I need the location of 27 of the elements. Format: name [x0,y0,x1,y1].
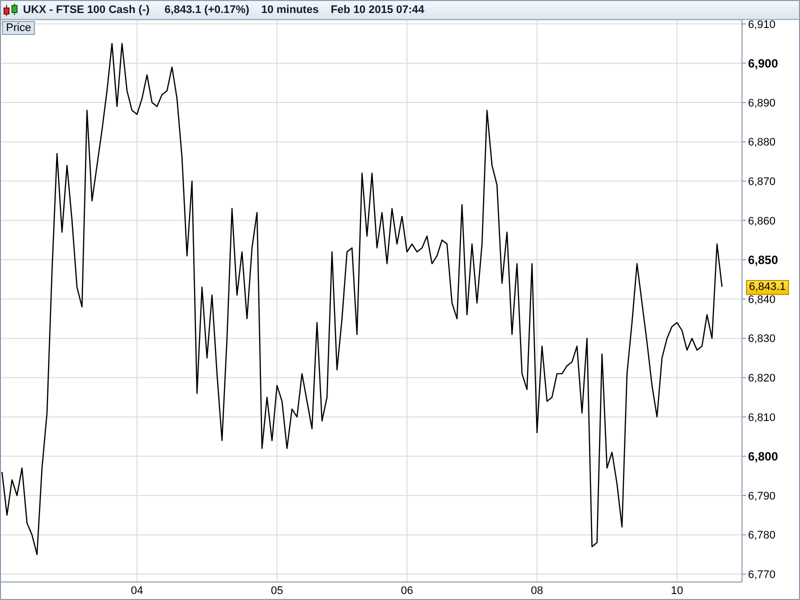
chart-subtitle: 6,843.1 (+0.17%) [164,4,250,16]
text: 6,843.1 [746,280,789,295]
y-tick-label: 6,790 [748,490,776,502]
x-tick-label: 10 [670,584,684,597]
y-tick-label: 6,880 [748,136,776,149]
y-tick-label: 6,910 [748,18,776,31]
x-tick-label: 05 [270,584,284,597]
chart-title: UKX - FTSE 100 Cash (-) [23,4,150,16]
y-tick-label: 6,820 [748,372,776,384]
y-tick-label: 6,830 [748,333,776,346]
y-tick-label: 6,780 [748,530,776,542]
line-series [1,42,723,556]
y-tick-label: 6,860 [748,215,776,228]
y-tick-label: 6,890 [748,97,776,110]
y-tick-label: 6,850 [748,252,778,267]
text: Price [2,21,36,35]
y-tick-label: 6,800 [748,449,778,464]
text: 10 minutes [261,4,319,16]
y-tick-label: 6,810 [748,412,776,424]
x-tick-label: 06 [400,584,414,597]
y-tick-label: 6,900 [748,56,778,70]
y-tick-label: 6,840 [748,294,776,306]
text: Feb 10 2015 07:44 [330,4,424,16]
y-tick-label: 6,770 [748,568,776,581]
x-tick-label: 08 [530,584,544,597]
y-tick-label: 6,870 [748,176,776,188]
x-tick-label: 04 [130,584,144,597]
